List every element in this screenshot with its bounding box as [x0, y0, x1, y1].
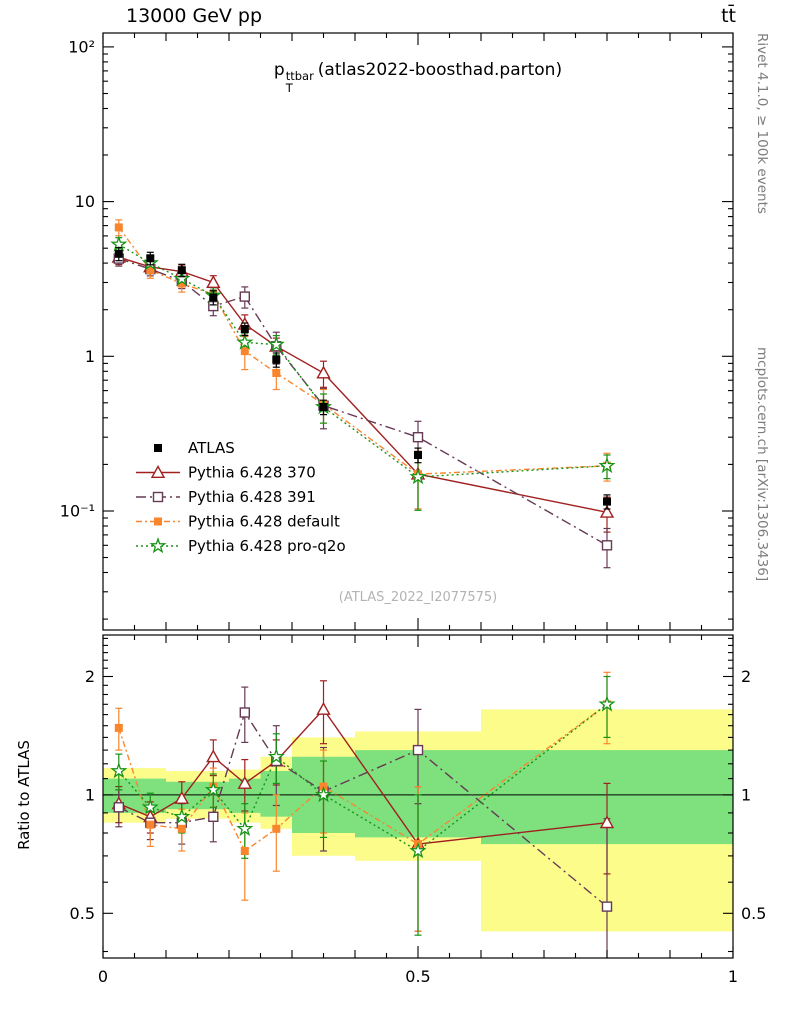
- svg-text:2: 2: [85, 667, 95, 686]
- svg-text:10: 10: [75, 192, 95, 211]
- svg-text:1: 1: [85, 347, 95, 366]
- ratio-axis-label: Ratio to ATLAS: [15, 740, 33, 850]
- svg-text:10⁻¹: 10⁻¹: [60, 502, 95, 521]
- observable-superscript: ttbar: [285, 69, 314, 83]
- svg-text:0: 0: [98, 967, 108, 986]
- svg-text:Pythia 6.428 391: Pythia 6.428 391: [188, 488, 316, 506]
- svg-text:1: 1: [741, 785, 751, 804]
- observable-subscript: T: [285, 80, 293, 95]
- svg-text:Pythia 6.428 default: Pythia 6.428 default: [188, 513, 340, 531]
- observable-analysis-name: (atlas2022-boosthad.parton): [317, 60, 563, 80]
- svg-text:ATLAS: ATLAS: [188, 439, 235, 457]
- svg-text:0.5: 0.5: [70, 904, 95, 923]
- process-label: tt̄: [721, 5, 736, 27]
- svg-text:Pythia 6.428 370: Pythia 6.428 370: [188, 464, 316, 482]
- observable-label: p ttbar T (atlas2022-boosthad.parton): [103, 60, 733, 94]
- svg-text:1: 1: [85, 785, 95, 804]
- svg-text:0.5: 0.5: [405, 967, 430, 986]
- mcplots-credit-label: mcplots.cern.ch [arXiv:1306.3436]: [754, 347, 770, 582]
- rivet-version-label: Rivet 4.1.0, ≥ 100k events: [754, 33, 770, 214]
- svg-text:0.5: 0.5: [741, 904, 766, 923]
- svg-text:10²: 10²: [68, 37, 95, 56]
- analysis-id-watermark: (ATLAS_2022_I2077575): [338, 590, 498, 605]
- beam-energy-label: 13000 GeV pp: [126, 5, 263, 27]
- observable-symbol: p ttbar T: [273, 60, 314, 95]
- svg-text:2: 2: [741, 667, 751, 686]
- svg-text:1: 1: [728, 967, 738, 986]
- svg-text:Pythia 6.428 pro-q2o: Pythia 6.428 pro-q2o: [188, 537, 346, 555]
